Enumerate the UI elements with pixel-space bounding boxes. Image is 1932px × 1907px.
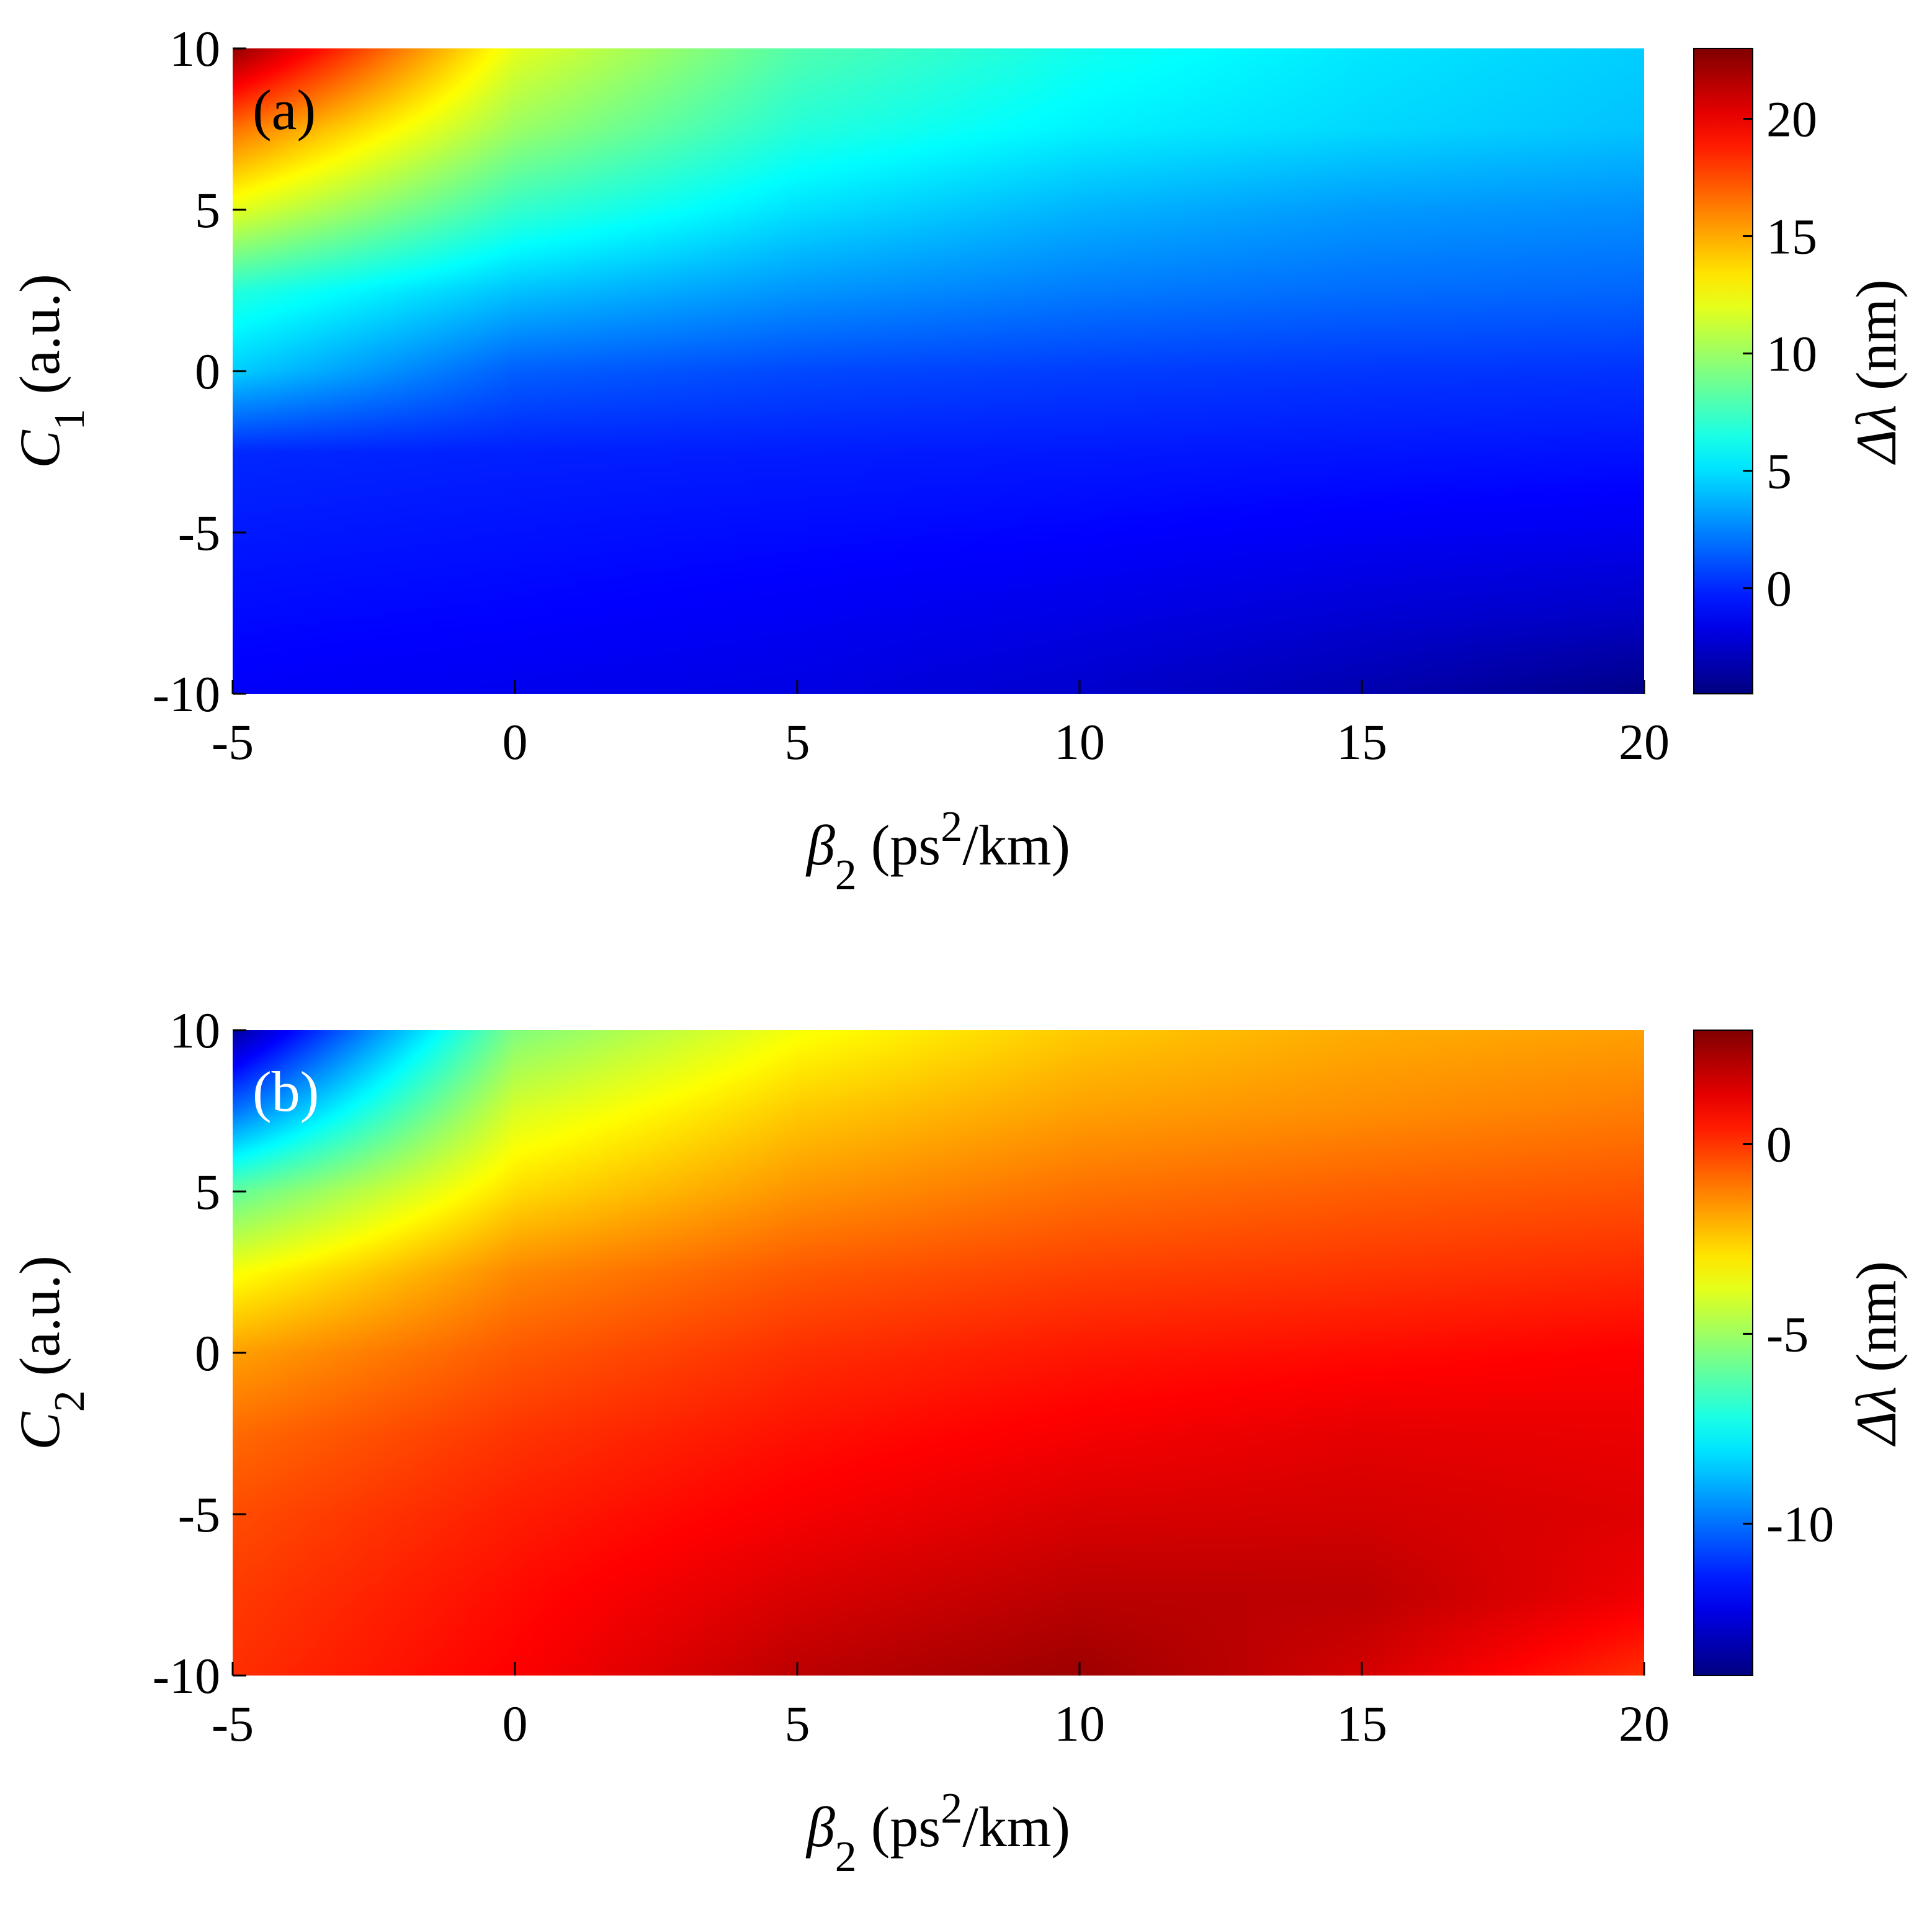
x-tick-label: 10 xyxy=(1054,1695,1105,1752)
x-tick-label: 5 xyxy=(785,714,810,770)
x-tick-label: 0 xyxy=(503,714,528,770)
colorbar xyxy=(1693,1030,1753,1676)
y-tick-label: 10 xyxy=(169,1002,220,1059)
y-tick-label: 5 xyxy=(195,182,220,238)
colorbar-tick-label: 15 xyxy=(1766,209,1817,265)
y-axis-label: C1 (a.u.) xyxy=(8,274,94,468)
colorbar-tick-label: -5 xyxy=(1766,1306,1809,1362)
x-tick-label: 20 xyxy=(1619,1695,1670,1752)
colorbar xyxy=(1693,48,1753,694)
x-axis-label: β2 (ps2/km) xyxy=(805,803,1070,899)
x-tick-label: 20 xyxy=(1619,714,1670,770)
y-tick-label: 5 xyxy=(195,1164,220,1220)
x-tick-label: 10 xyxy=(1054,714,1105,770)
y-tick-label: -5 xyxy=(178,505,220,561)
colorbar-tick-label: 0 xyxy=(1766,1116,1792,1173)
x-tick-label: -5 xyxy=(212,714,254,770)
x-tick-label: 0 xyxy=(503,1695,528,1752)
colorbar-tick-label: 10 xyxy=(1766,326,1817,382)
panel-label: (a) xyxy=(253,78,316,141)
y-tick-label: -10 xyxy=(153,666,220,722)
heatmap-image xyxy=(233,48,1644,694)
x-tick-label: -5 xyxy=(212,1695,254,1752)
y-tick-label: -5 xyxy=(178,1486,220,1543)
colorbar-tick-label: -10 xyxy=(1766,1496,1834,1552)
heatmap-image xyxy=(233,1030,1644,1676)
y-tick-label: -10 xyxy=(153,1648,220,1704)
y-tick-label: 0 xyxy=(195,1325,220,1381)
colorbar-label: Δλ (nm) xyxy=(1845,279,1908,465)
colorbar-label: Δλ (nm) xyxy=(1845,1261,1908,1447)
colorbar-tick-label: 20 xyxy=(1766,91,1817,147)
y-tick-label: 10 xyxy=(169,20,220,77)
x-axis-label: β2 (ps2/km) xyxy=(805,1785,1070,1881)
x-tick-label: 15 xyxy=(1336,1695,1387,1752)
colorbar-tick-label: 5 xyxy=(1766,443,1792,500)
x-tick-label: 5 xyxy=(785,1695,810,1752)
y-axis-label: C2 (a.u.) xyxy=(8,1255,94,1450)
y-tick-label: 0 xyxy=(195,343,220,400)
panel-label: (b) xyxy=(253,1060,319,1123)
colorbar-tick-label: 0 xyxy=(1766,560,1792,617)
x-tick-label: 15 xyxy=(1336,714,1387,770)
